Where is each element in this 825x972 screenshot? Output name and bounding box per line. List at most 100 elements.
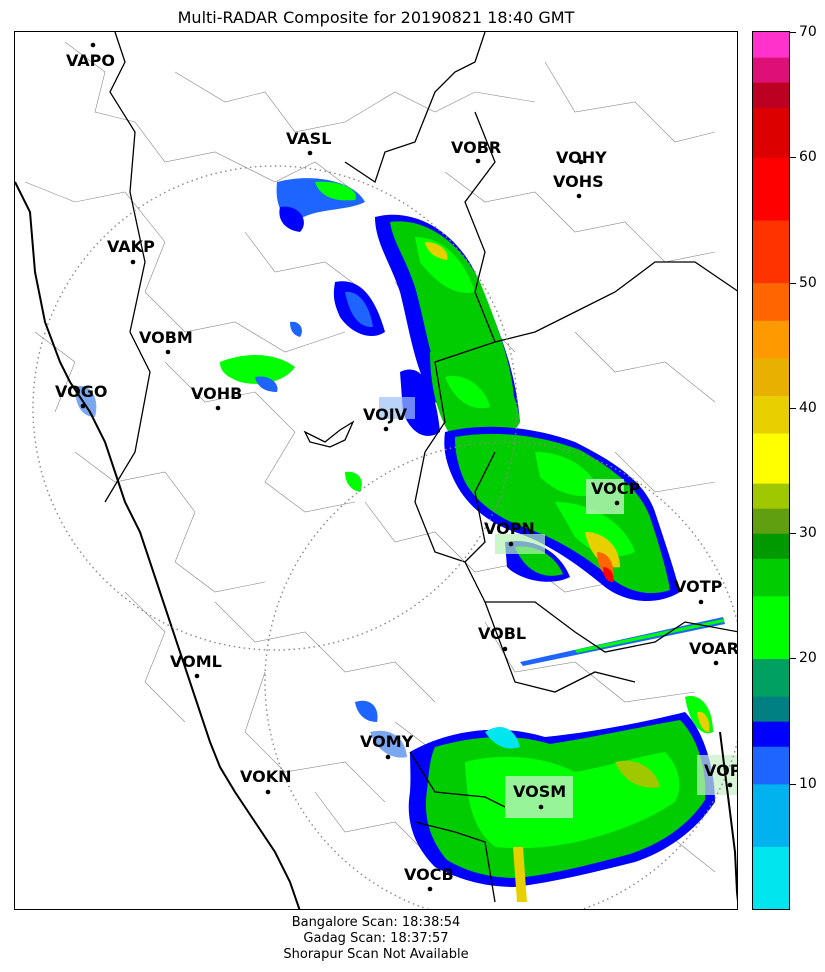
station-marker-voar [713, 660, 719, 666]
colorbar-step [753, 244, 789, 259]
colorbar-step [753, 520, 789, 534]
colorbar-tick [790, 283, 796, 284]
station-label-voar: VOAR [689, 639, 738, 658]
colorbar-step [753, 132, 789, 146]
station-label-vogo: VOGO [55, 382, 107, 401]
colorbar-step [753, 407, 789, 421]
station-marker-vobl [502, 646, 508, 652]
colorbar-step [753, 282, 789, 296]
colorbar-step [753, 896, 789, 910]
station-marker-vohb [215, 405, 221, 411]
station-marker-vokn [265, 789, 271, 795]
station-marker-vocb [427, 886, 433, 892]
colorbar-tick-label: 10 [799, 776, 817, 792]
colorbar-step [753, 746, 789, 760]
colorbar-step [753, 608, 789, 622]
station-marker-vobm [165, 349, 171, 355]
colorbar-step [753, 57, 789, 71]
colorbar-step [753, 432, 789, 447]
station-label-vobl: VOBL [478, 624, 526, 643]
colorbar-step [753, 219, 789, 234]
colorbar-step [753, 721, 789, 735]
station-label-vokn: VOKN [240, 767, 292, 786]
station-label-vobm: VOBM [139, 328, 193, 347]
colorbar-step [753, 32, 789, 46]
station-layer: VAPO VASL VOBR VOHY VOHS VAKP VOBM VOGO VOHB VOJV… [55, 42, 738, 892]
station-marker-vasl [307, 150, 313, 156]
colorbar-step [753, 708, 789, 722]
station-marker-vogo [80, 403, 86, 409]
colorbar-step [753, 558, 789, 572]
colorbar-step [753, 683, 789, 697]
range-rings [32, 165, 737, 909]
station-label-vosm: VOSM [513, 782, 566, 801]
colorbar-step [753, 595, 789, 609]
colorbar [752, 31, 790, 910]
colorbar-step [753, 82, 789, 96]
colorbar-step [753, 370, 789, 384]
station-marker-vomy [385, 754, 391, 760]
colorbar-step [753, 696, 789, 710]
footer-line-3: Shorapur Scan Not Available [283, 947, 469, 962]
colorbar-step [753, 107, 789, 121]
station-label-vojv: VOJV [363, 405, 408, 424]
colorbar-step [753, 420, 789, 434]
colorbar-step [753, 858, 789, 873]
colorbar-tick-label: 40 [799, 400, 817, 416]
station-marker-vohy [578, 159, 584, 165]
colorbar-step [753, 483, 789, 497]
colorbar-step [753, 883, 789, 898]
colorbar-step [753, 533, 789, 547]
colorbar-step [753, 69, 789, 83]
colorbar-tick-label: 70 [799, 24, 817, 40]
colorbar-step [753, 94, 789, 108]
station-marker-vohs [576, 193, 582, 199]
colorbar-step [753, 583, 789, 597]
colorbar-step [753, 144, 789, 158]
colorbar-step [753, 257, 789, 271]
east-coastline [719, 731, 737, 902]
colorbar-tick-label: 50 [799, 275, 817, 291]
station-label-vohb: VOHB [191, 384, 242, 403]
colorbar-step [753, 470, 789, 484]
station-label-vocb: VOCB [404, 865, 454, 884]
colorbar-step [753, 808, 789, 822]
colorbar-tick [790, 784, 796, 785]
colorbar-tick-label: 30 [799, 525, 817, 541]
station-label-votp: VOTP [674, 577, 723, 596]
scan-info: Bangalore Scan: 18:38:54 Gadag Scan: 18:… [0, 915, 752, 963]
colorbar-step [753, 821, 789, 835]
colorbar-step [753, 157, 789, 171]
station-marker-vobr [475, 158, 481, 164]
colorbar-tick-label: 20 [799, 650, 817, 666]
station-label-vasl: VASL [286, 129, 331, 148]
station-label-vohy: VOHY [556, 148, 607, 167]
colorbar-step [753, 658, 789, 672]
colorbar-step [753, 357, 789, 371]
colorbar-step [753, 733, 789, 747]
colorbar-step [753, 670, 789, 685]
colorbar-step [753, 833, 789, 847]
colorbar-step [753, 495, 789, 509]
footer-line-2: Gadag Scan: 18:37:57 [303, 931, 449, 946]
colorbar-step [753, 169, 789, 183]
colorbar-step [753, 182, 789, 196]
map-title: Multi-RADAR Composite for 20190821 18:40… [177, 8, 575, 27]
colorbar-step [753, 320, 789, 334]
colorbar-step [753, 232, 789, 246]
station-label-vocp: VOCP [591, 479, 640, 498]
station-marker-vojv [383, 426, 389, 432]
state-borders [104, 32, 737, 903]
colorbar-tick-label: 60 [799, 149, 817, 165]
station-label-vohs: VOHS [553, 172, 604, 191]
colorbar-step [753, 846, 789, 860]
colorbar-step [753, 457, 789, 472]
colorbar-step [753, 645, 789, 660]
station-marker-voml [194, 673, 200, 679]
station-label-voml: VOML [170, 652, 222, 671]
colorbar-step [753, 119, 789, 133]
radar-map: VAPO VASL VOBR VOHY VOHS VAKP VOBM VOGO VOHB VOJV… [14, 31, 738, 910]
colorbar-step [753, 44, 789, 58]
station-label-vopn: VOPN [484, 519, 535, 538]
colorbar-step [753, 758, 789, 772]
